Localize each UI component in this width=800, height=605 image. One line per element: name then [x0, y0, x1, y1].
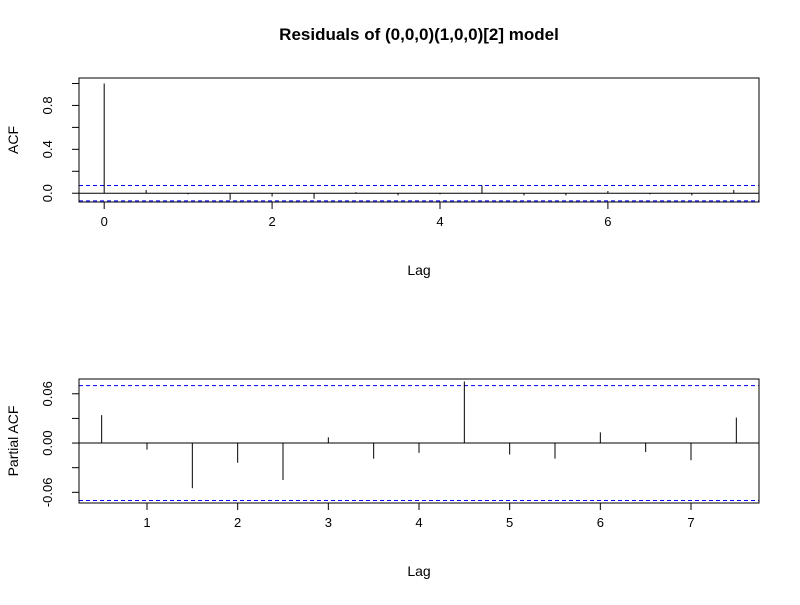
- pacf-x-tick-label: 2: [234, 515, 241, 530]
- pacf-x-tick-label: 6: [597, 515, 604, 530]
- acf-y-tick-label: 0.8: [40, 96, 55, 114]
- pacf-x-tick-label: 4: [415, 515, 422, 530]
- pacf-y-tick-label: -0.06: [40, 478, 55, 508]
- figure-title: Residuals of (0,0,0)(1,0,0)[2] model: [279, 25, 559, 44]
- pacf-panel: 1 2 3 4 5 6 7 -0.06 0.00 0.06 Lag Partial ACF: [5, 378, 760, 579]
- pacf-y-tick-label: 0.06: [40, 381, 55, 406]
- acf-y-tick-label: 0.0: [40, 184, 55, 202]
- acf-x-tick-label: 6: [604, 214, 611, 229]
- acf-plot-frame: [78, 77, 760, 203]
- acf-y-axis-title: ACF: [5, 126, 21, 154]
- pacf-plot-frame: [78, 378, 760, 504]
- pacf-x-tick-label: 7: [687, 515, 694, 530]
- pacf-x-tick-label: 3: [325, 515, 332, 530]
- pacf-y-axis-title: Partial ACF: [5, 406, 21, 477]
- acf-y-tick-label: 0.4: [40, 140, 55, 158]
- acf-x-tick-label: 2: [268, 214, 275, 229]
- pacf-y-tick-label: 0.00: [40, 430, 55, 455]
- acf-x-axis-title: Lag: [407, 262, 430, 278]
- acf-panel: 0 2 4 6 0.0 0.4 0.8 Lag ACF: [5, 77, 760, 278]
- pacf-x-tick-label: 5: [506, 515, 513, 530]
- pacf-x-tick-label: 1: [143, 515, 150, 530]
- acf-x-tick-label: 0: [101, 214, 108, 229]
- pacf-x-axis-title: Lag: [407, 563, 430, 579]
- acf-x-tick-label: 4: [436, 214, 443, 229]
